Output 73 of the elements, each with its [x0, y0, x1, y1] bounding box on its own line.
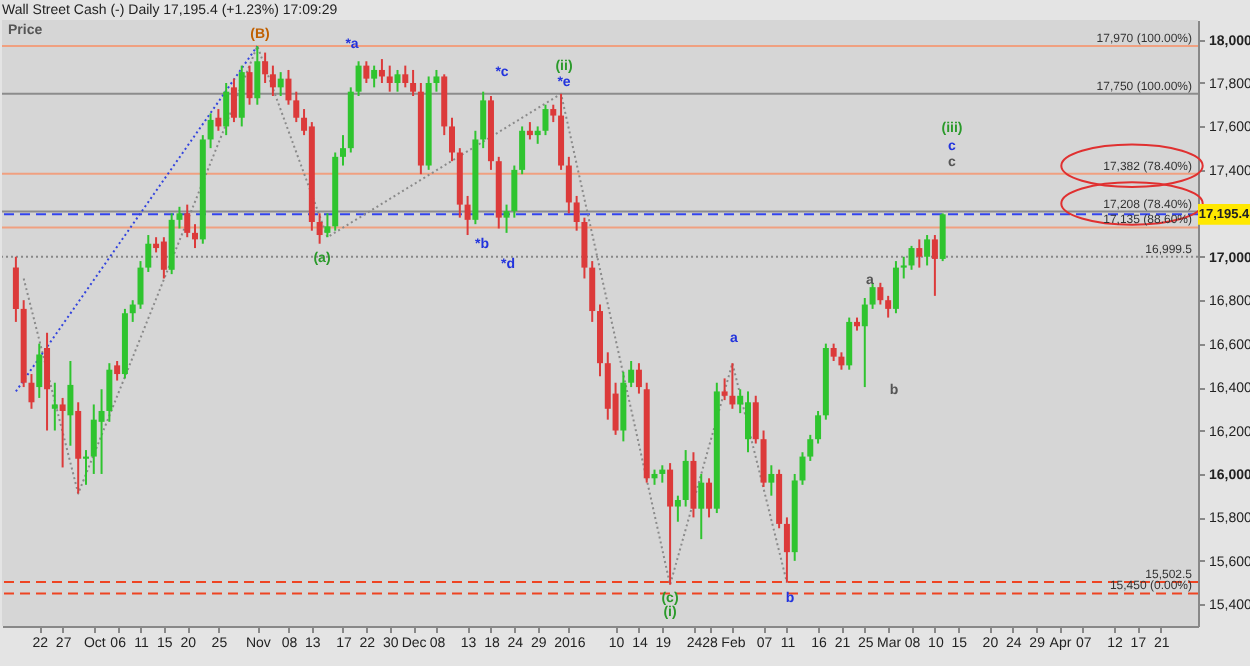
candlestick	[410, 68, 417, 98]
candlestick	[44, 331, 51, 432]
candlestick	[892, 260, 899, 315]
candlestick	[744, 390, 751, 454]
candlestick	[760, 429, 767, 488]
candlestick	[815, 409, 822, 445]
candlestick	[908, 244, 915, 271]
candlestick	[783, 516, 790, 584]
candlestick	[293, 90, 300, 124]
candlestick	[246, 64, 253, 106]
candlestick	[402, 64, 409, 89]
candlestick	[114, 360, 121, 382]
candlestick	[90, 403, 97, 475]
candlestick	[690, 451, 697, 519]
candlestick	[846, 316, 853, 371]
candlestick	[768, 464, 775, 497]
candlestick	[238, 64, 245, 128]
candlestick	[931, 234, 938, 297]
candlestick	[565, 155, 572, 215]
candlestick	[698, 472, 705, 541]
candlestick	[75, 401, 82, 495]
candlestick	[729, 362, 736, 410]
candlestick	[12, 255, 19, 323]
candlestick	[67, 360, 74, 447]
candlestick	[628, 360, 635, 389]
candlestick	[924, 234, 931, 267]
candlestick	[277, 71, 284, 98]
candlestick	[324, 212, 331, 239]
candlestick	[371, 64, 378, 89]
candlestick	[900, 255, 907, 280]
candlestick	[706, 477, 713, 519]
candlestick	[386, 64, 393, 93]
candlestick	[464, 194, 471, 237]
candlestick	[129, 299, 136, 323]
candlestick	[519, 125, 526, 176]
candlestick	[869, 281, 876, 310]
candlestick	[230, 77, 237, 124]
candlestick	[223, 81, 230, 137]
candlestick	[262, 51, 269, 84]
candlestick	[254, 45, 261, 106]
candlestick	[635, 362, 642, 395]
candlestick	[160, 236, 167, 280]
candlestick	[192, 223, 199, 250]
candlestick	[807, 433, 814, 462]
candlestick	[59, 396, 66, 469]
candlestick	[82, 449, 89, 486]
candlestick	[480, 90, 487, 150]
candlestick	[939, 212, 946, 263]
candlestick	[378, 58, 385, 84]
candlestick	[542, 103, 549, 137]
candlestick	[885, 294, 892, 319]
candlestick	[285, 68, 292, 106]
candlestick	[394, 68, 401, 93]
candlestick	[363, 60, 370, 84]
candlestick	[184, 203, 191, 239]
candlestick	[752, 394, 759, 445]
candlestick	[861, 297, 868, 389]
candlestick	[449, 116, 456, 163]
candlestick	[667, 462, 674, 586]
candlestick	[674, 494, 681, 523]
candlestick	[682, 449, 689, 508]
candlestick	[316, 212, 323, 245]
candlestick	[355, 60, 362, 98]
candlestick	[51, 381, 58, 432]
candlestick	[877, 281, 884, 306]
candlestick	[589, 260, 596, 323]
candlestick	[916, 238, 923, 269]
candlestick	[36, 342, 43, 399]
candlestick	[269, 64, 276, 98]
candlestick	[620, 370, 627, 443]
candlestick	[215, 108, 222, 132]
candlestick	[339, 134, 346, 167]
candlestick	[207, 112, 214, 150]
